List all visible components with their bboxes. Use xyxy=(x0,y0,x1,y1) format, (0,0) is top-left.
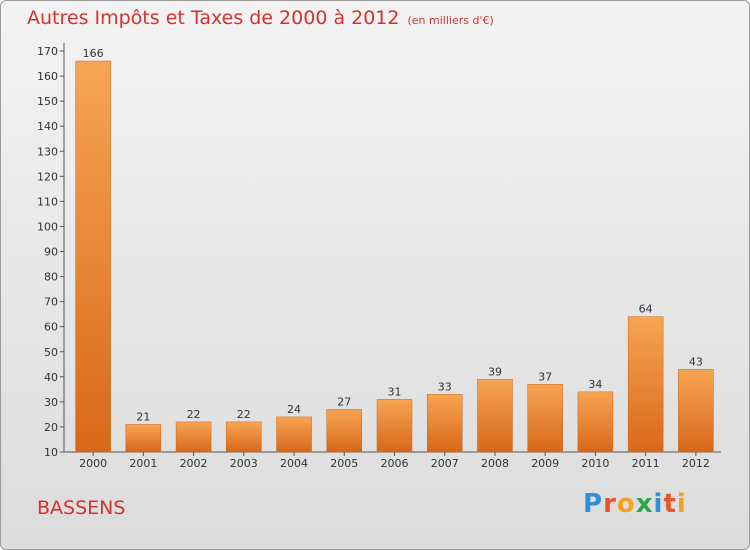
x-tick-label: 2000 xyxy=(79,457,107,470)
data-label: 27 xyxy=(337,395,351,408)
chart-title: Autres Impôts et Taxes de 2000 à 2012 (en… xyxy=(27,7,494,29)
bar xyxy=(577,391,614,453)
x-tick-label: 2010 xyxy=(581,457,609,470)
proxiti-logo: Proxiti xyxy=(583,489,687,519)
y-tick-label: 110 xyxy=(37,195,58,208)
bar xyxy=(477,379,513,453)
data-label: 21 xyxy=(136,410,150,423)
bar xyxy=(376,399,413,453)
y-tick-label: 120 xyxy=(37,170,58,183)
y-tick-label: 10 xyxy=(44,446,58,459)
x-tick-label: 2003 xyxy=(230,457,258,470)
data-label: 34 xyxy=(588,378,602,391)
data-label: 39 xyxy=(488,365,502,378)
x-tick-label: 2001 xyxy=(129,457,157,470)
x-tick-label: 2002 xyxy=(180,457,208,470)
bar xyxy=(678,369,714,453)
y-tick-label: 60 xyxy=(44,321,58,334)
y-tick-label: 70 xyxy=(44,296,58,309)
bar xyxy=(276,416,312,453)
data-label: 31 xyxy=(388,385,402,398)
data-label: 37 xyxy=(538,370,552,383)
x-tick-label: 2007 xyxy=(431,457,459,470)
y-tick-label: 90 xyxy=(44,246,58,259)
y-tick-label: 100 xyxy=(37,220,58,233)
y-tick-label: 170 xyxy=(37,45,58,58)
y-tick-label: 20 xyxy=(44,421,58,434)
bar xyxy=(75,60,111,453)
data-label: 43 xyxy=(689,355,703,368)
data-label: 22 xyxy=(237,408,251,421)
x-tick-label: 2005 xyxy=(330,457,358,470)
y-tick-label: 150 xyxy=(37,95,58,108)
x-tick-label: 2006 xyxy=(381,457,409,470)
data-label: 33 xyxy=(438,380,452,393)
data-label: 24 xyxy=(287,403,301,416)
commune-name: BASSENS xyxy=(37,497,126,519)
y-tick-label: 160 xyxy=(37,70,58,83)
bar xyxy=(226,421,262,453)
bar xyxy=(326,409,363,453)
data-label: 64 xyxy=(639,303,653,316)
x-tick-label: 2008 xyxy=(481,457,509,470)
bar xyxy=(175,421,212,453)
y-tick-label: 130 xyxy=(37,145,58,158)
data-label: 166 xyxy=(83,47,104,60)
y-tick-label: 50 xyxy=(44,346,58,359)
chart-unit: (en milliers d'€) xyxy=(407,14,494,27)
y-tick-label: 30 xyxy=(44,396,58,409)
data-label: 22 xyxy=(187,408,201,421)
bar xyxy=(627,316,664,453)
bar xyxy=(125,424,162,453)
bar xyxy=(527,384,563,453)
chart-title-text: Autres Impôts et Taxes de 2000 à 2012 xyxy=(27,7,400,29)
x-tick-label: 2011 xyxy=(632,457,660,470)
x-tick-label: 2009 xyxy=(531,457,559,470)
bar xyxy=(426,394,463,453)
y-tick-label: 80 xyxy=(44,271,58,284)
y-tick-label: 140 xyxy=(37,120,58,133)
x-tick-label: 2004 xyxy=(280,457,308,470)
x-tick-label: 2012 xyxy=(682,457,710,470)
y-tick-label: 40 xyxy=(44,371,58,384)
